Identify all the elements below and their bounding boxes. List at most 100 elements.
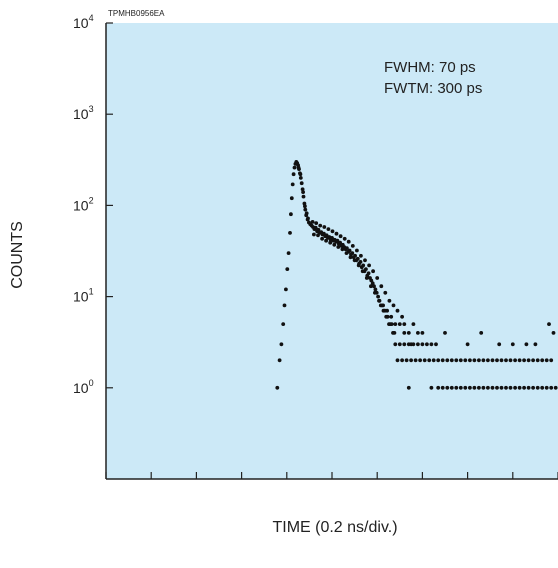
- data-point: [508, 358, 513, 363]
- data-point: [397, 322, 402, 326]
- data-point: [387, 298, 392, 303]
- data-point: [431, 358, 436, 363]
- data-point: [449, 358, 454, 363]
- data-point: [411, 322, 416, 326]
- data-point: [281, 322, 286, 326]
- data-point: [481, 358, 486, 363]
- data-point: [358, 260, 363, 264]
- y-tick-label: 103: [73, 104, 94, 122]
- data-point: [289, 212, 293, 217]
- data-point: [395, 308, 400, 313]
- data-point: [497, 342, 502, 347]
- y-ticks: [106, 22, 113, 389]
- data-point: [477, 358, 481, 363]
- data-point: [342, 236, 347, 241]
- data-point: [301, 194, 306, 199]
- data-point: [316, 233, 320, 238]
- data-point: [385, 314, 390, 319]
- data-point: [347, 248, 352, 253]
- data-point: [373, 290, 377, 295]
- data-point: [416, 331, 420, 335]
- data-point: [318, 223, 323, 228]
- data-point: [320, 236, 324, 241]
- data-point: [300, 187, 305, 192]
- annotation-fwhm: FWHM: 70 ps: [384, 59, 476, 76]
- data-point: [402, 342, 407, 347]
- data-point: [395, 358, 400, 363]
- data-point: [392, 331, 397, 335]
- data-point: [551, 331, 556, 335]
- data-point: [360, 269, 365, 274]
- data-point: [449, 385, 454, 390]
- data-point: [391, 303, 396, 308]
- data-point: [301, 190, 305, 195]
- data-point: [279, 342, 284, 347]
- data-point: [291, 172, 296, 177]
- data-point: [303, 204, 307, 209]
- data-point: [370, 281, 375, 286]
- data-point: [381, 303, 385, 308]
- data-point: [310, 220, 315, 224]
- data-point: [330, 229, 335, 234]
- data-point: [383, 290, 388, 295]
- data-point: [330, 236, 334, 240]
- data-point: [324, 238, 328, 243]
- data-point: [345, 246, 349, 251]
- data-point: [277, 358, 282, 363]
- data-point: [504, 385, 508, 390]
- data-point: [346, 239, 351, 244]
- y-tick-label-base: 10: [73, 289, 89, 305]
- data-point: [486, 358, 490, 363]
- data-point: [422, 358, 427, 363]
- data-point: [540, 358, 545, 363]
- x-axis-title: TIME (0.2 ns/div.): [272, 519, 397, 536]
- data-point: [479, 331, 484, 335]
- data-point: [420, 331, 425, 335]
- data-point: [535, 358, 540, 363]
- data-point: [533, 342, 538, 347]
- data-point: [549, 385, 554, 390]
- y-tick-label-exponent: 1: [89, 287, 94, 297]
- y-tick-label-exponent: 2: [89, 195, 94, 205]
- data-point: [495, 358, 499, 363]
- data-point: [468, 358, 472, 363]
- data-point: [436, 385, 441, 390]
- data-point: [402, 331, 407, 335]
- data-point: [338, 234, 343, 239]
- data-point: [402, 322, 407, 326]
- data-point: [454, 385, 459, 390]
- data-point: [356, 263, 361, 268]
- data-point: [490, 358, 495, 363]
- data-point: [463, 385, 468, 390]
- data-point: [367, 263, 371, 268]
- data-point: [420, 342, 425, 347]
- data-point: [540, 385, 545, 390]
- data-point: [425, 342, 429, 347]
- data-point: [434, 342, 438, 347]
- data-point: [375, 276, 380, 280]
- data-point: [335, 238, 340, 243]
- data-point: [316, 227, 321, 232]
- data-point: [531, 358, 535, 363]
- data-point: [299, 181, 304, 186]
- data-point: [531, 385, 535, 390]
- data-point: [517, 385, 522, 390]
- data-point: [406, 331, 411, 335]
- data-point: [400, 358, 404, 363]
- data-point: [369, 284, 373, 289]
- data-point: [393, 322, 398, 326]
- data-point: [338, 240, 342, 245]
- data-point: [513, 358, 517, 363]
- data-point: [355, 256, 360, 261]
- data-point: [289, 196, 294, 201]
- data-point: [443, 331, 447, 335]
- data-point: [445, 385, 450, 390]
- data-point: [355, 248, 359, 253]
- data-point: [526, 358, 531, 363]
- data-point: [286, 251, 291, 256]
- data-point: [312, 232, 316, 237]
- data-point: [436, 358, 441, 363]
- data-point: [544, 358, 549, 363]
